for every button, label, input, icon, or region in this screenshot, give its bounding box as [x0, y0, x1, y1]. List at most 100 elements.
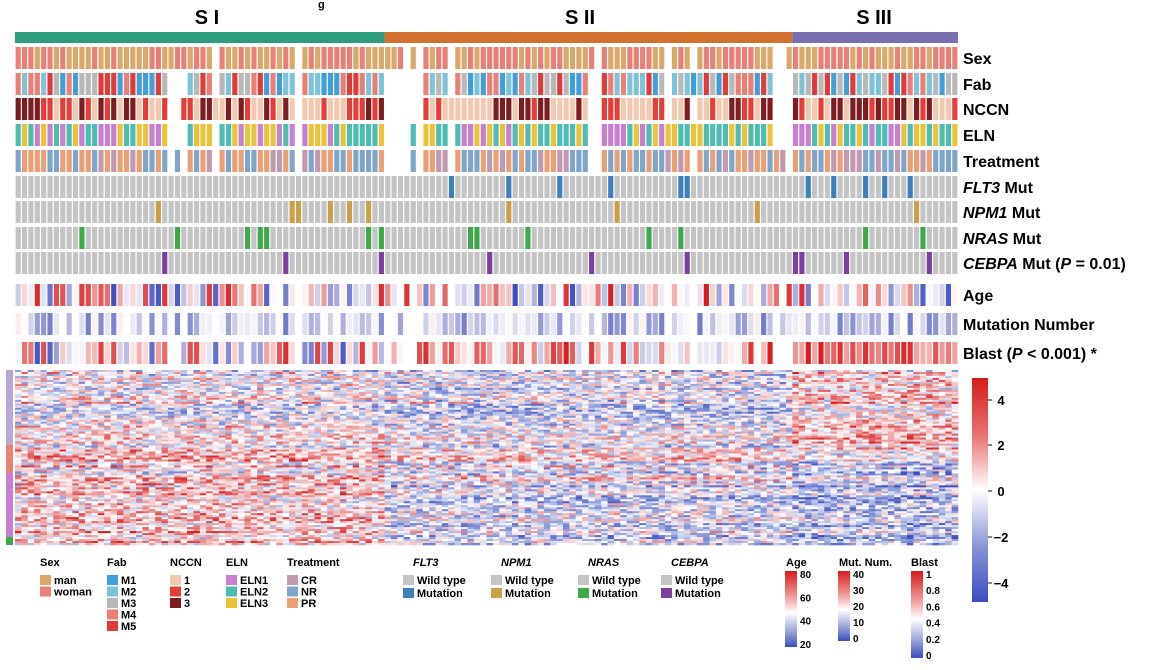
- annotation-cell: [544, 227, 550, 249]
- heatmap-cell: [849, 403, 857, 407]
- heatmap-cell: [658, 383, 666, 387]
- heatmap-cell: [136, 399, 143, 403]
- annotation-cell: [824, 124, 830, 146]
- annotation-cell: [901, 98, 907, 120]
- heatmap-cell: [65, 395, 73, 399]
- heatmap-cell: [639, 387, 647, 391]
- heatmap-cell: [91, 397, 99, 401]
- annotation-cell: [633, 73, 639, 95]
- annotation-cell: [926, 201, 932, 223]
- heatmap-cell: [671, 379, 678, 383]
- heatmap-cell: [843, 377, 850, 381]
- annotation-cell: [257, 284, 263, 306]
- heatmap-cell: [448, 391, 455, 395]
- heatmap-cell: [104, 370, 111, 373]
- annotation-cell: [614, 201, 620, 223]
- heatmap-cell: [856, 407, 863, 411]
- heatmap-cell: [308, 403, 315, 407]
- annotation-cell: [901, 227, 907, 249]
- heatmap-cell: [499, 395, 506, 399]
- heatmap-cell: [346, 375, 353, 379]
- heatmap-cell: [333, 370, 341, 373]
- heatmap-cell: [301, 381, 309, 385]
- heatmap-cell: [365, 401, 373, 405]
- heatmap-cell: [607, 381, 615, 385]
- heatmap-cell: [715, 383, 723, 387]
- annotation-cell: [518, 150, 525, 172]
- annotation-cell: [850, 73, 856, 95]
- annotation-cell: [366, 342, 372, 364]
- heatmap-cell: [505, 399, 513, 403]
- heatmap-cell: [728, 377, 736, 381]
- annotation-cell: [678, 284, 684, 306]
- heatmap-cell: [569, 383, 576, 387]
- heatmap-cell: [85, 409, 92, 413]
- heatmap-cell: [212, 409, 220, 413]
- heatmap-cell: [907, 401, 914, 405]
- heatmap-cell: [690, 395, 698, 399]
- annotation-track-treatment: [15, 150, 958, 172]
- annotation-cell: [232, 98, 238, 120]
- heatmap-cell: [760, 379, 768, 383]
- heatmap-cell: [690, 401, 698, 405]
- heatmap-cell: [155, 391, 162, 395]
- heatmap-cell: [282, 370, 290, 373]
- heatmap-cell: [320, 373, 328, 377]
- annotation-cell: [818, 150, 824, 172]
- annotation-cell: [149, 124, 155, 146]
- annotation-cell: [538, 176, 544, 198]
- annotation-cell: [34, 176, 40, 198]
- annotation-cell: [589, 176, 595, 198]
- annotation-cell: [359, 150, 365, 172]
- heatmap-cell: [690, 381, 698, 385]
- annotation-cell: [174, 201, 181, 223]
- annotation-cell: [665, 252, 671, 274]
- annotation-cell: [21, 284, 28, 306]
- heatmap-cell: [556, 389, 564, 393]
- annotation-cell: [251, 47, 257, 69]
- heatmap-cell: [40, 395, 48, 399]
- heatmap-cell: [250, 397, 258, 401]
- heatmap-cell: [760, 381, 768, 385]
- heatmap-cell: [900, 377, 908, 381]
- heatmap-cell: [945, 399, 952, 403]
- heatmap-cell: [308, 381, 315, 385]
- annotation-cell: [232, 313, 238, 335]
- annotation-cell: [143, 313, 149, 335]
- annotation-cell: [550, 47, 556, 69]
- heatmap-cell: [747, 391, 755, 395]
- heatmap-cell: [569, 399, 576, 403]
- heatmap-cell: [900, 393, 908, 397]
- heatmap-cell: [218, 393, 226, 397]
- annotation-cell: [461, 124, 467, 146]
- heatmap-cell: [193, 407, 201, 411]
- heatmap-cell: [785, 379, 793, 383]
- heatmap-cell: [907, 407, 914, 411]
- annotation-cell: [162, 150, 168, 172]
- heatmap-cell: [206, 397, 213, 401]
- annotation-cell: [659, 201, 665, 223]
- heatmap-cell: [843, 411, 850, 415]
- annotation-cell: [372, 284, 378, 306]
- heatmap-cell: [480, 381, 487, 385]
- annotation-cell: [627, 252, 633, 274]
- heatmap-cell: [639, 403, 647, 407]
- heatmap-cell: [741, 391, 749, 395]
- annotation-cell: [461, 150, 467, 172]
- annotation-cell: [264, 98, 270, 120]
- annotation-cell: [512, 124, 518, 146]
- heatmap-cell: [206, 373, 213, 377]
- heatmap-cell: [945, 405, 952, 409]
- heatmap-cell: [639, 389, 647, 393]
- heatmap-cell: [607, 371, 615, 375]
- heatmap-cell: [333, 379, 341, 383]
- heatmap-cell: [276, 409, 283, 413]
- heatmap-cell: [199, 385, 207, 389]
- annotation-cell: [92, 124, 98, 146]
- heatmap-cell: [104, 387, 111, 391]
- heatmap-cell: [244, 375, 252, 379]
- annotation-cell: [665, 201, 671, 223]
- annotation-cell: [576, 342, 582, 364]
- annotation-cell: [875, 73, 881, 95]
- heatmap-cell: [626, 375, 634, 379]
